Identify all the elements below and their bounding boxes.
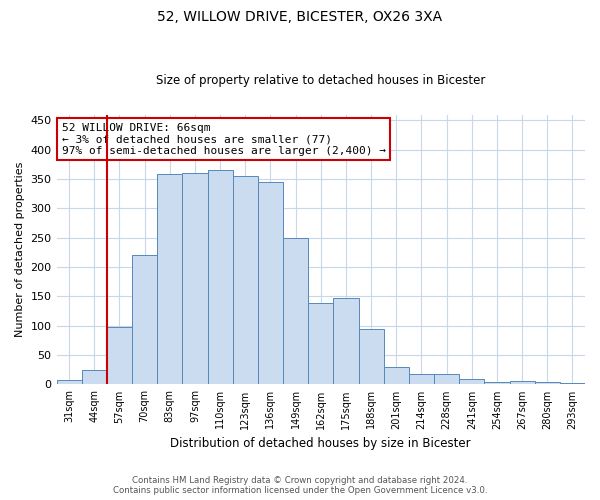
Text: Contains HM Land Registry data © Crown copyright and database right 2024.
Contai: Contains HM Land Registry data © Crown c… xyxy=(113,476,487,495)
Y-axis label: Number of detached properties: Number of detached properties xyxy=(15,162,25,337)
Text: 52, WILLOW DRIVE, BICESTER, OX26 3XA: 52, WILLOW DRIVE, BICESTER, OX26 3XA xyxy=(157,10,443,24)
Bar xyxy=(359,328,383,384)
Bar xyxy=(132,255,157,384)
Bar xyxy=(334,298,359,384)
Bar xyxy=(258,182,283,384)
Bar xyxy=(535,382,560,384)
Bar xyxy=(484,382,509,384)
Bar xyxy=(509,382,535,384)
Bar xyxy=(560,382,585,384)
Bar xyxy=(82,370,107,384)
Bar xyxy=(283,238,308,384)
Bar xyxy=(459,378,484,384)
Bar xyxy=(157,174,182,384)
X-axis label: Distribution of detached houses by size in Bicester: Distribution of detached houses by size … xyxy=(170,437,471,450)
Bar xyxy=(208,170,233,384)
Text: 52 WILLOW DRIVE: 66sqm
← 3% of detached houses are smaller (77)
97% of semi-deta: 52 WILLOW DRIVE: 66sqm ← 3% of detached … xyxy=(62,122,386,156)
Bar xyxy=(56,380,82,384)
Bar xyxy=(308,304,334,384)
Bar xyxy=(233,176,258,384)
Bar xyxy=(434,374,459,384)
Bar xyxy=(383,367,409,384)
Title: Size of property relative to detached houses in Bicester: Size of property relative to detached ho… xyxy=(156,74,485,87)
Bar xyxy=(107,327,132,384)
Bar xyxy=(409,374,434,384)
Bar xyxy=(182,173,208,384)
